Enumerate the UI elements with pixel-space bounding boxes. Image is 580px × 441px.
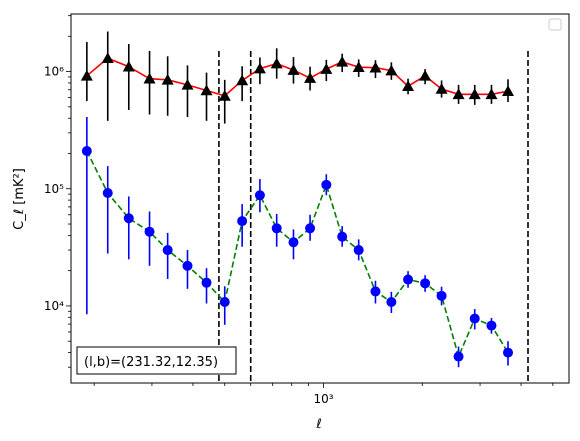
x-axis-label: ℓ — [315, 417, 321, 432]
triangle-marker — [468, 88, 481, 100]
x-tick-label: 10³ — [313, 392, 333, 406]
triangle-marker — [287, 64, 300, 75]
triangle-marker — [402, 80, 415, 92]
circle-marker — [305, 223, 316, 234]
circle-marker — [503, 347, 514, 358]
circle-marker — [436, 290, 447, 301]
circle-marker — [219, 297, 230, 308]
legend-box — [548, 18, 562, 31]
triangle-marker — [485, 88, 498, 100]
y-tick-label: 10⁵ — [44, 182, 64, 196]
circle-marker — [237, 216, 248, 227]
triangle-marker — [122, 60, 135, 72]
annotation-text: (l,b)=(231.32,12.35) — [84, 355, 218, 370]
triangle-marker — [502, 85, 515, 97]
triangle-marker — [181, 78, 194, 90]
triangle-marker — [253, 62, 266, 74]
circle-marker — [162, 245, 173, 256]
plot-area — [80, 31, 529, 383]
circle-marker — [254, 190, 265, 201]
circle-marker — [386, 297, 397, 308]
y-axis-label: C_ℓ [mK²] — [12, 168, 27, 230]
circle-marker — [182, 260, 193, 271]
y-tick-label: 10⁴ — [44, 299, 64, 313]
triangle-marker — [161, 73, 174, 85]
triangle-marker — [336, 55, 349, 67]
circle-marker — [469, 313, 480, 324]
triangle-marker — [143, 72, 156, 84]
triangle-marker — [320, 63, 333, 74]
circle-marker — [321, 179, 332, 190]
circle-marker — [81, 146, 92, 157]
triangle-marker — [452, 88, 465, 100]
y-tick-label: 10⁶ — [44, 65, 64, 79]
triangle-marker — [304, 72, 317, 83]
circle-marker — [102, 188, 113, 199]
circle-marker — [144, 226, 155, 237]
circle-marker — [420, 278, 431, 289]
triangle-marker — [270, 57, 283, 69]
circle-marker — [353, 245, 364, 256]
axis-ticks: 10⁴ 10⁵ 10⁶ 10³ — [44, 15, 554, 406]
circle-marker — [288, 237, 299, 248]
annotation-box — [76, 346, 237, 375]
triangle-marker — [369, 61, 382, 73]
coordinates-annotation: (l,b)=(231.32,12.35) — [76, 346, 237, 375]
circle-marker — [201, 277, 212, 288]
circle-marker — [370, 286, 381, 297]
circle-marker — [271, 223, 282, 234]
triangle-marker — [352, 61, 365, 72]
data-series — [81, 116, 514, 368]
triangle-marker — [101, 52, 114, 64]
axes-frame — [70, 13, 570, 384]
circle-marker — [403, 274, 414, 285]
triangle-marker — [200, 84, 213, 96]
circle-marker — [453, 351, 464, 362]
triangle-marker — [385, 64, 398, 76]
data-series — [80, 31, 515, 124]
triangle-marker — [435, 83, 448, 94]
circle-marker — [123, 213, 134, 224]
circle-marker — [486, 320, 497, 331]
triangle-marker — [80, 69, 93, 81]
circle-marker — [337, 231, 348, 242]
triangle-marker — [236, 74, 249, 86]
triangle-marker — [218, 89, 231, 101]
triangle-marker — [419, 69, 432, 81]
